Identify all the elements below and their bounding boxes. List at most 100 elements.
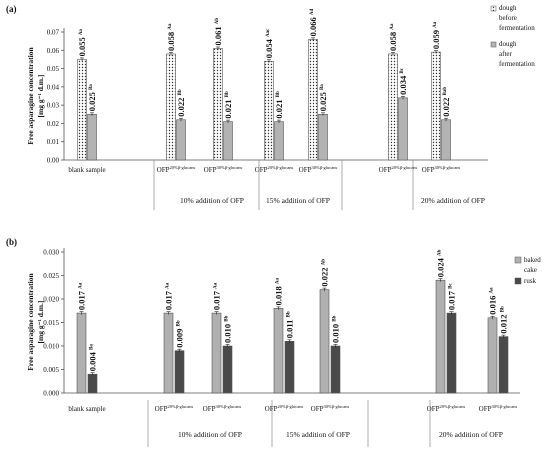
y-tick-label: 0.06	[47, 47, 60, 55]
data-label: 0.061 Ab	[213, 18, 223, 46]
group-label: 15% addition of OFP	[286, 430, 350, 439]
bar	[319, 289, 330, 394]
x-tick-label-main: OFP	[479, 405, 492, 413]
bar	[308, 39, 318, 161]
bar	[498, 336, 509, 394]
y-tick-label: 0.010	[43, 343, 59, 351]
bar	[87, 373, 98, 394]
y-tick-label: 0.020	[43, 296, 59, 304]
data-label-superscript: Bb	[501, 306, 506, 312]
data-label-superscript: Ba	[89, 84, 94, 90]
data-label-superscript: Ba	[320, 84, 325, 90]
data-label: 0.055 Aa	[77, 29, 87, 57]
data-label-superscript: Ba	[90, 344, 95, 350]
legend-swatch	[490, 41, 497, 48]
bar	[388, 53, 398, 161]
x-tick-label: OFP30%β-glucans	[479, 404, 518, 413]
data-label: 0.016 Aa	[488, 287, 498, 315]
chart-panel: (a) Free asparagine concentration [mg g⁻¹ …	[6, 4, 535, 210]
x-tick-label-sub: 20%β-glucans	[170, 165, 196, 170]
y-axis-title: Free asparagine concentration	[26, 47, 35, 145]
y-tick-label: 0.04	[47, 83, 60, 91]
data-label: 0.025 Ba	[318, 84, 328, 112]
bar	[330, 345, 341, 394]
legend-label-line: fermentation	[499, 60, 535, 68]
legend-label-line: baked	[524, 256, 541, 264]
y-tick-label: 0.02	[47, 120, 60, 128]
x-tick-label-main: blank sample	[68, 405, 105, 413]
data-label: 0.004 Ba	[88, 344, 98, 372]
x-tick-label: blank sample	[68, 405, 105, 413]
x-tick-label: OFP30%β-glucans	[203, 404, 242, 413]
x-tick-label-sub: 20%β-glucans	[440, 404, 466, 409]
legend-label: baked cake	[524, 256, 541, 274]
data-label-superscript: Ab	[438, 249, 443, 256]
legend-label-line: rusk	[524, 277, 537, 285]
x-tick-label-sub: 30%β-glucans	[217, 165, 243, 170]
x-tick-label: OFP30%β-glucans	[311, 404, 350, 413]
y-tick-label: 0.000	[43, 390, 59, 398]
data-label: 0.022 Bab	[441, 87, 451, 117]
x-tick-label-sub: 30%β-glucans	[312, 165, 338, 170]
data-label-superscript: Ab	[322, 259, 327, 266]
bar	[273, 308, 284, 394]
y-tick-label: 0.01	[47, 138, 60, 146]
bar	[213, 48, 223, 161]
data-label-superscript: Aa	[433, 21, 438, 28]
x-tick-label-main: OFP	[255, 166, 268, 174]
data-label-superscript: Bb	[178, 89, 183, 95]
x-tick-label: OFP30%β-glucans	[204, 165, 243, 174]
panel-label: (b)	[6, 237, 17, 247]
data-label-superscript: Ab	[215, 18, 220, 25]
x-tick-label-sub: 20%β-glucans	[392, 165, 418, 170]
x-tick-label-main: OFP	[204, 166, 217, 174]
bar	[222, 345, 233, 394]
legend-label: dough before fermentation	[499, 4, 535, 32]
bar	[446, 312, 457, 394]
x-tick-label: blank sample	[68, 166, 105, 174]
bar	[77, 59, 87, 161]
x-tick-label-main: OFP	[299, 166, 312, 174]
data-label: 0.009 Bb	[175, 320, 185, 348]
legend-label-line: dough	[499, 40, 517, 48]
x-tick-label-sub: 20%β-glucans	[168, 404, 194, 409]
y-tick-label: 0.03	[47, 102, 60, 110]
x-tick-label-sub: 30%β-glucans	[435, 165, 461, 170]
data-label-superscript: Aa	[214, 282, 219, 289]
y-axis-unit: [mg g⁻¹ d.m.]	[36, 75, 45, 118]
data-label: 0.022 Bb	[176, 89, 186, 117]
x-tick-label-main: OFP	[422, 166, 435, 174]
y-tick-label: 0.030	[43, 249, 59, 257]
data-label-superscript: Bb	[225, 315, 230, 321]
x-tick-label-main: OFP	[311, 405, 324, 413]
bar	[166, 53, 176, 161]
bar	[398, 97, 408, 161]
data-label: 0.022 Ab	[320, 259, 330, 287]
data-label-superscript: Bb	[225, 91, 230, 97]
x-tick-label: OFP20%β-glucans	[379, 165, 418, 174]
x-tick-label-sub: 20%β-glucans	[268, 165, 294, 170]
x-tick-label: OFP20%β-glucans	[255, 165, 294, 174]
bar	[87, 113, 97, 161]
data-label-superscript: Bab	[443, 87, 448, 96]
group-label: 10% addition of OFP	[178, 430, 242, 439]
bar	[163, 312, 174, 394]
x-tick-label: OFP20%β-glucans	[155, 404, 194, 413]
data-label-superscript: Bc	[400, 67, 405, 73]
data-label-superscript: Aa	[166, 282, 171, 289]
data-label-superscript: Bb	[287, 311, 292, 317]
data-label: 0.017 Aa	[212, 282, 222, 310]
data-label: 0.058 Aa	[166, 23, 176, 51]
data-label-superscript: Aa	[276, 278, 281, 285]
bar	[274, 121, 284, 161]
legend-label-line: before	[499, 14, 517, 22]
legend-label: rusk	[524, 277, 537, 285]
x-tick-label: OFP20%β-glucans	[157, 165, 196, 174]
x-tick-label-main: OFP	[203, 405, 216, 413]
data-label: 0.010 Bb	[223, 315, 233, 343]
data-label: 0.059 Aa	[431, 21, 441, 49]
bar	[487, 317, 498, 394]
y-tick-label: 0.05	[47, 65, 60, 73]
legend-label-line: cake	[524, 266, 537, 274]
